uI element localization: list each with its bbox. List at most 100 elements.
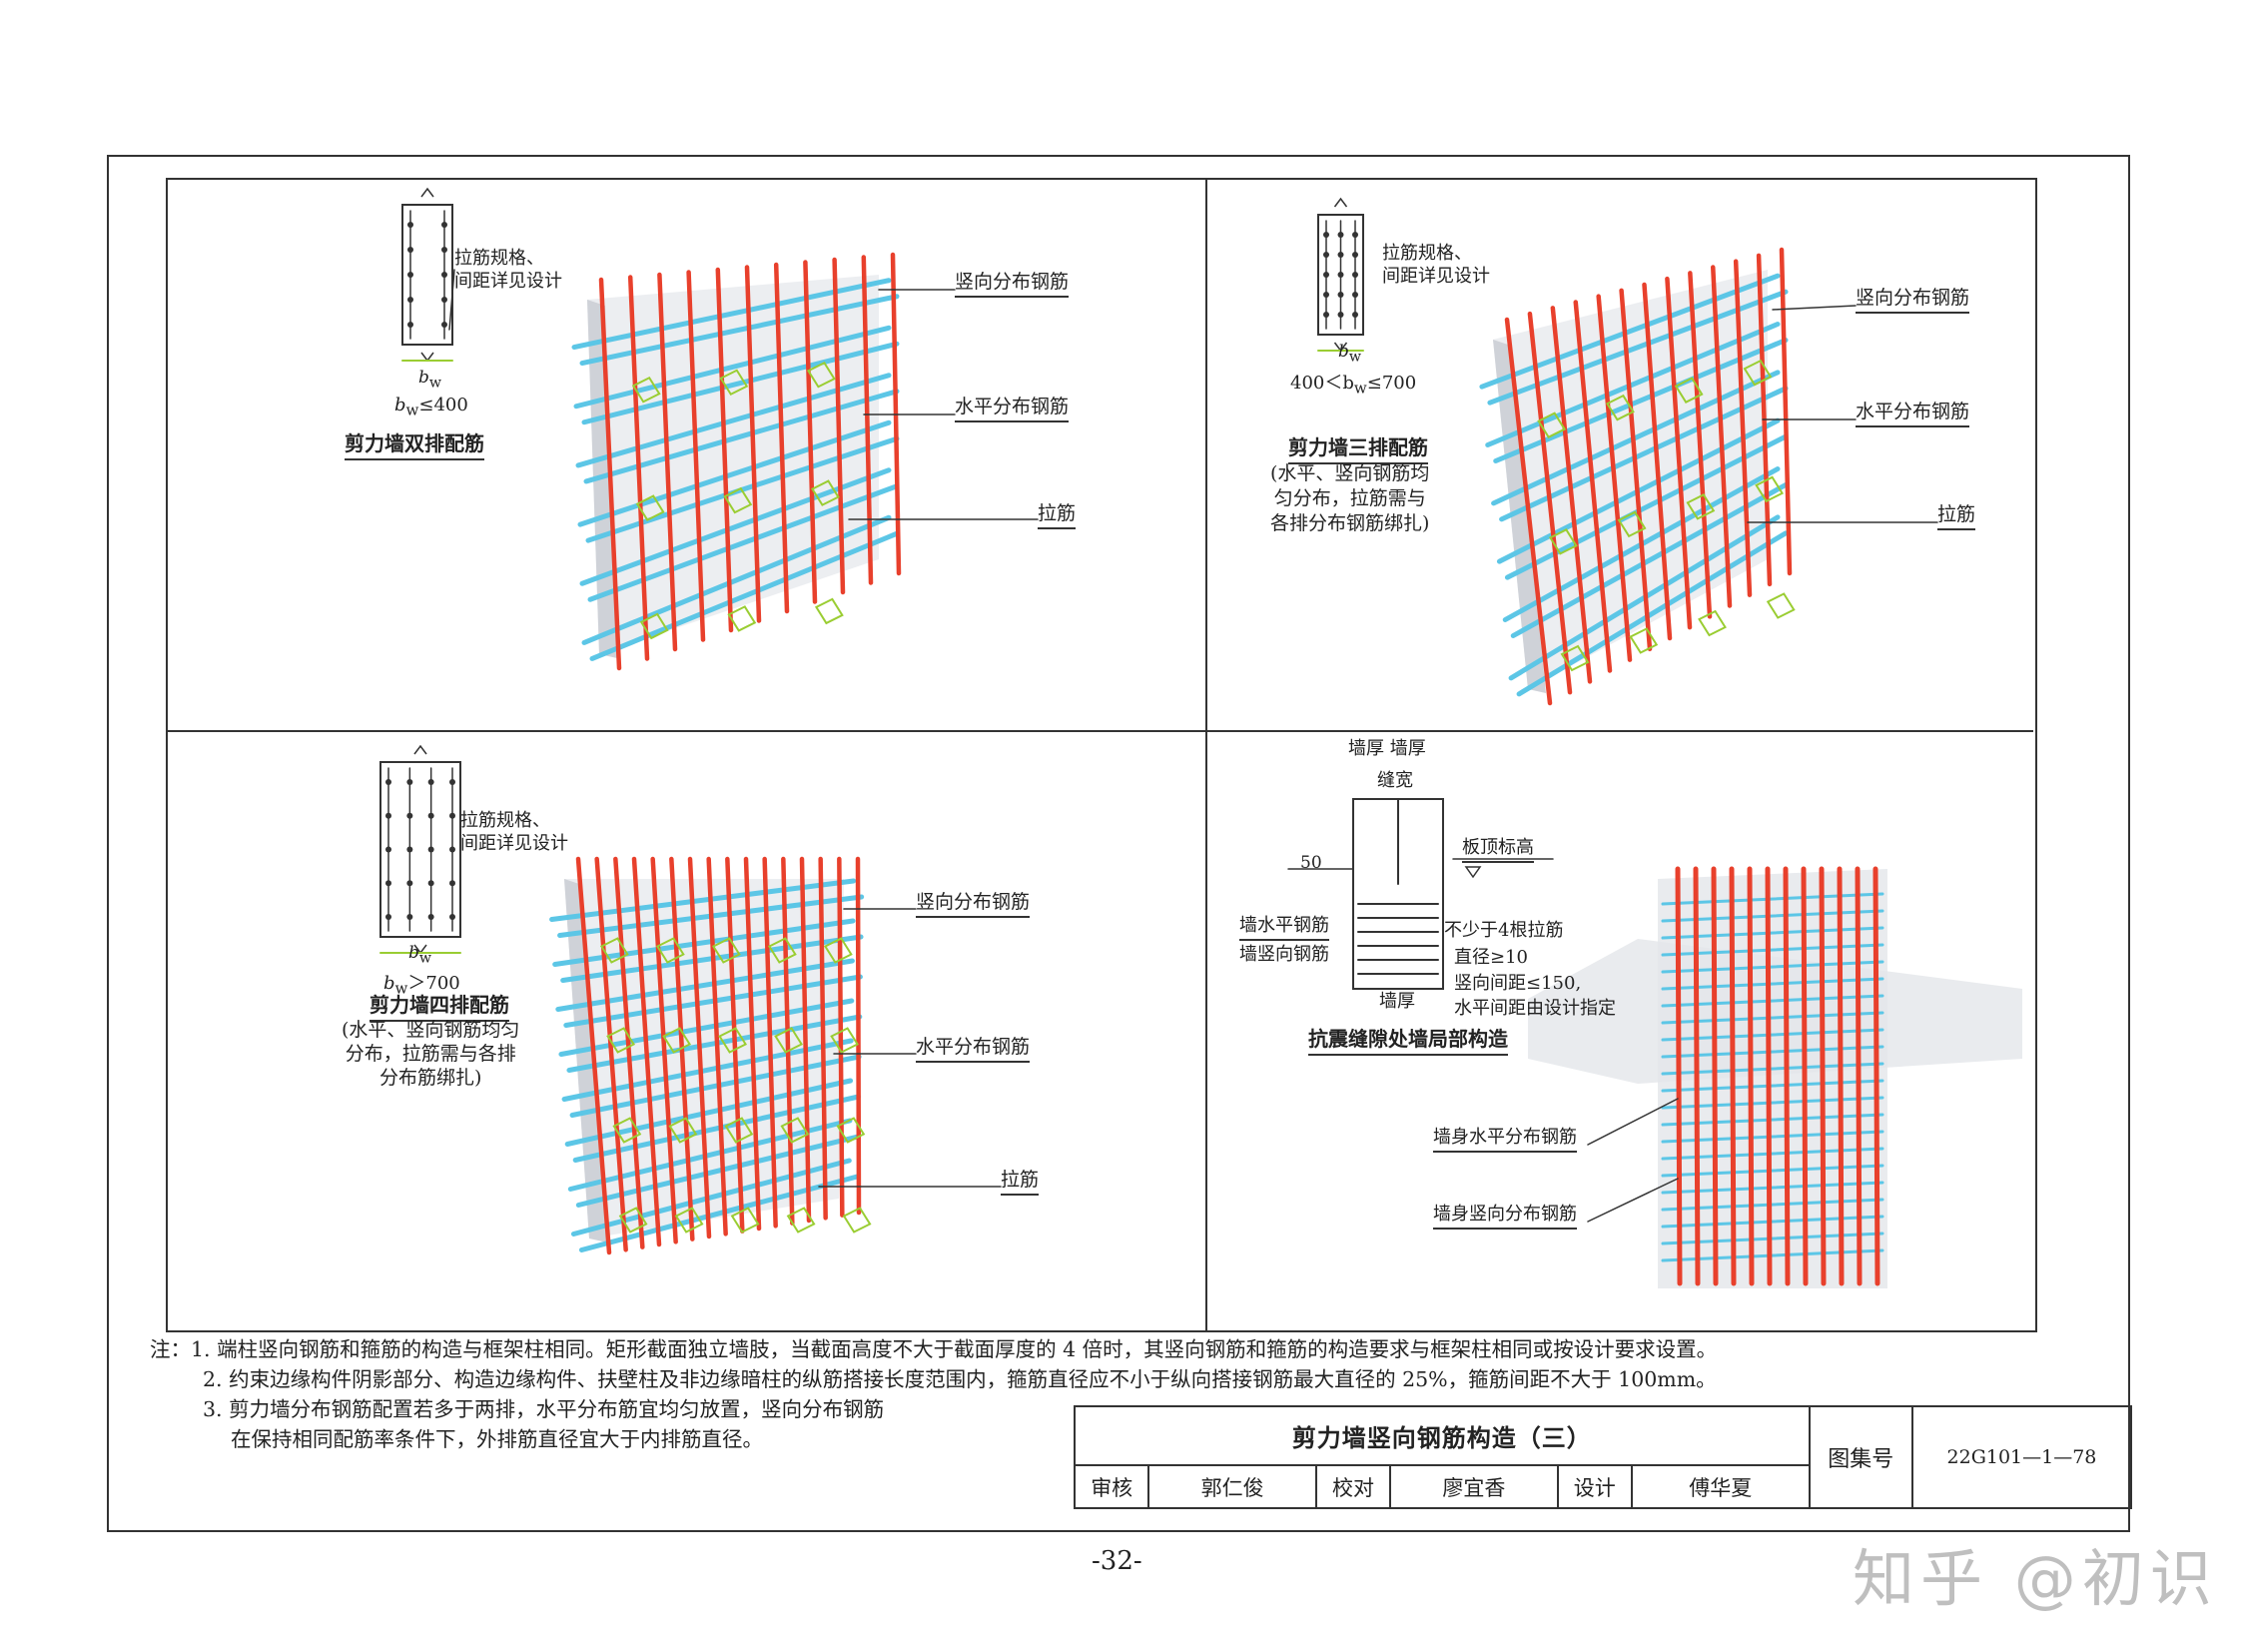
review-label: 审核: [1073, 1464, 1150, 1509]
horizontal-bar: [579, 467, 892, 586]
atlas-number: 22G101—1—78: [1910, 1405, 2133, 1509]
panel-caption: 抗震缝隙处墙局部构造: [1308, 1023, 1508, 1056]
vertical-bar: [686, 270, 706, 642]
section-dot: [441, 322, 447, 328]
vertical-bar: [1504, 317, 1553, 706]
vertical-bar: [687, 856, 712, 1239]
horizontal-bar: [587, 483, 900, 602]
tie-bar: [612, 1117, 642, 1144]
panel-br-graphics: [1287, 798, 2022, 1288]
wall-thickness-label: 墙厚 墙厚: [1348, 738, 1426, 759]
tie-note: 拉筋规格、 间距详见设计: [1382, 243, 1490, 287]
tie-bar: [1743, 359, 1773, 387]
tie-bar: [1548, 528, 1578, 555]
page-number: -32-: [1092, 1546, 1142, 1576]
tie-bar: [1766, 592, 1796, 619]
section-dot: [1323, 232, 1329, 238]
vertical-bar: [781, 856, 795, 1226]
section-dot: [406, 846, 413, 853]
horizontal-spacing-label: 水平间距由设计指定: [1454, 998, 1616, 1019]
vertical-bar: [861, 255, 874, 585]
body-horizontal-bar: [1661, 943, 1884, 957]
break-mark: [413, 744, 427, 955]
section-dot: [441, 247, 447, 253]
note-1: 注：1. 端柱竖向钢筋和箍筋的构造与框架柱相同。矩形截面独立墙肢，当截面高度不大…: [150, 1337, 1718, 1361]
tie-bar: [727, 605, 757, 632]
leader-tie-note: [448, 269, 455, 331]
slab-top-label: 板顶标高: [1462, 833, 1534, 863]
section-dot: [406, 812, 413, 819]
body-vertical-bar: [1872, 866, 1880, 1286]
body-vertical-bar: [1855, 866, 1863, 1286]
section-dot: [449, 880, 455, 887]
body-horizontal-bar: [1661, 1062, 1884, 1076]
section-dot: [1352, 292, 1358, 298]
body-horizontal-bar: [1661, 1011, 1884, 1025]
panel-grid: [166, 178, 2037, 1332]
tie-bar: [823, 937, 853, 964]
min-ties-label: 不少于4根拉筋: [1444, 920, 1564, 941]
bw-condition: 400＜bw≤700: [1290, 373, 1417, 398]
wall-thickness-bottom-label: 墙厚: [1379, 991, 1415, 1012]
vertical-bar: [1573, 300, 1613, 673]
note-2: 2. 约束边缘构件阴影部分、构造边缘构件、扶壁柱及非边缘暗柱的纵筋搭接长度范围内…: [203, 1367, 1717, 1391]
wall-v-bar-label: 墙竖向钢筋: [1239, 944, 1329, 965]
tie-note: 拉筋规格、 间距详见设计: [454, 248, 562, 292]
section-dot: [441, 272, 447, 278]
grid-horizontal-divider: [166, 730, 2033, 732]
body-vertical-bar: [1819, 866, 1827, 1286]
check-label: 校对: [1314, 1464, 1392, 1509]
section-dot: [441, 297, 447, 303]
horizontal-bar: [1516, 530, 1789, 697]
vertical-bar: [706, 856, 728, 1237]
horizontal-bar: [581, 514, 892, 645]
section-dot: [441, 222, 447, 228]
horizontal-bar: [564, 1078, 854, 1147]
horizontal-bar: [589, 530, 900, 661]
section-dot: [449, 846, 455, 853]
vertical-bar: [1527, 311, 1573, 695]
dim-50-label: 50: [1300, 853, 1322, 873]
tie-bar: [711, 937, 741, 964]
gap-width-label: 缝宽: [1377, 770, 1413, 791]
horizontal-bar: [569, 1054, 862, 1118]
body-horizontal-bar: [1661, 1028, 1884, 1042]
body-horizontal-bar: [1661, 960, 1884, 974]
horizontal-bar: [1479, 273, 1781, 390]
body-vertical-bar: [1711, 866, 1719, 1286]
label-tie-bar: 拉筋: [1937, 499, 1976, 530]
vertical-bar: [832, 257, 846, 595]
tie-bar: [724, 1117, 754, 1144]
vertical-bar: [1642, 282, 1673, 641]
horizontal-bar: [1485, 322, 1781, 447]
tie-bar: [662, 1027, 692, 1054]
checker-name: 廖宜香: [1389, 1464, 1559, 1509]
vertical-bar: [1665, 276, 1693, 630]
vertical-bar: [1550, 306, 1593, 684]
label-vertical-bar: 竖向分布钢筋: [1856, 283, 1970, 314]
tie-bar: [718, 1027, 748, 1054]
horizontal-bar: [575, 1134, 861, 1208]
diameter-label: 直径≥10: [1454, 947, 1528, 968]
tie-bar: [730, 1207, 760, 1234]
section-dot: [385, 812, 391, 819]
vertical-bar: [613, 856, 645, 1249]
panel-caption: 剪力墙三排配筋: [1288, 431, 1428, 464]
bw-label: bw: [418, 368, 442, 392]
panel-caption: 剪力墙四排配筋: [370, 989, 509, 1022]
section-dot: [1323, 292, 1329, 298]
body-horizontal-bar: [1661, 926, 1884, 940]
vertical-bar: [818, 856, 828, 1221]
body-horizontal-bar: [1661, 1096, 1884, 1110]
tie-bar: [1686, 493, 1716, 520]
tie-bar: [639, 612, 669, 640]
label-tie-bar: 拉筋: [1001, 1165, 1040, 1196]
tie-bar: [830, 1027, 860, 1054]
section-dot: [1352, 232, 1358, 238]
section-dot: [427, 812, 434, 819]
section-dot: [427, 779, 434, 785]
label-horizontal-bar: 水平分布钢筋: [916, 1032, 1031, 1063]
body-vertical-bar: [1783, 866, 1791, 1286]
label-vertical-bar: 竖向分布钢筋: [955, 267, 1070, 298]
tie-bar: [606, 1027, 636, 1054]
